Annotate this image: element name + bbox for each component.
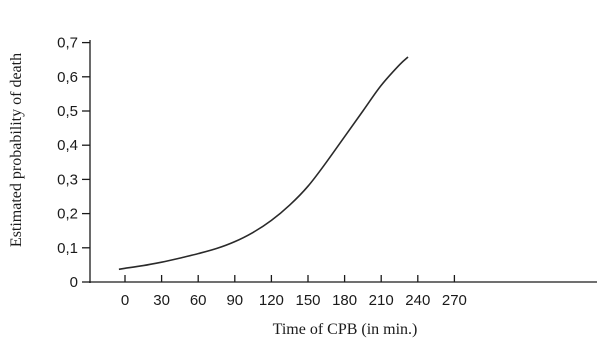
y-axis-title: Estimated probability of death	[8, 53, 25, 247]
x-tick-label: 120	[259, 292, 284, 309]
y-tick-label: 0,3	[57, 171, 78, 188]
y-tick-label: 0	[70, 274, 78, 291]
y-tick-label: 0,2	[57, 206, 78, 223]
probability-curve	[118, 56, 409, 271]
x-tick-label: 180	[332, 292, 357, 309]
y-tick-label: 0,7	[57, 35, 78, 52]
x-tick-label: 0	[121, 292, 129, 309]
x-tick-label: 90	[226, 292, 243, 309]
x-tick-label: 150	[295, 292, 320, 309]
x-tick-label: 240	[405, 292, 430, 309]
x-axis-title: Time of CPB (in min.)	[273, 321, 418, 338]
y-tick-label: 0,1	[57, 240, 78, 257]
x-tick-label: 60	[190, 292, 207, 309]
x-tick-label: 270	[442, 292, 467, 309]
plot-area: 0 0,1 0,2 0,3 0,4 0,5 0,6 0,7 0 30 60 90 120 150 180 21…	[57, 35, 597, 309]
y-tick-label: 0,4	[57, 137, 78, 154]
y-tick-label: 0,5	[57, 103, 78, 120]
x-tick-label: 30	[153, 292, 170, 309]
y-tick-label: 0,6	[57, 69, 78, 86]
x-tick-label: 210	[369, 292, 394, 309]
